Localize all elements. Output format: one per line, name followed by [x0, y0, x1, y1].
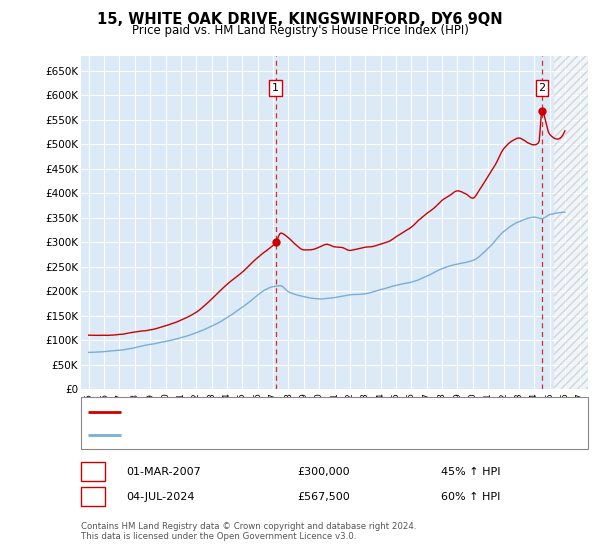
Text: Price paid vs. HM Land Registry's House Price Index (HPI): Price paid vs. HM Land Registry's House … [131, 24, 469, 37]
Text: 15, WHITE OAK DRIVE, KINGSWINFORD, DY6 9QN: 15, WHITE OAK DRIVE, KINGSWINFORD, DY6 9… [97, 12, 503, 27]
Text: 01-MAR-2007: 01-MAR-2007 [126, 466, 201, 477]
Text: 04-JUL-2024: 04-JUL-2024 [126, 492, 194, 502]
Text: 60% ↑ HPI: 60% ↑ HPI [441, 492, 500, 502]
Text: 2: 2 [538, 83, 545, 93]
Text: 15, WHITE OAK DRIVE, KINGSWINFORD, DY6 9QN (detached house): 15, WHITE OAK DRIVE, KINGSWINFORD, DY6 9… [126, 407, 476, 417]
Text: 1: 1 [89, 465, 97, 478]
Text: 45% ↑ HPI: 45% ↑ HPI [441, 466, 500, 477]
Bar [554, 56, 588, 389]
Text: £567,500: £567,500 [297, 492, 350, 502]
Text: 1: 1 [272, 83, 279, 93]
Text: Contains HM Land Registry data © Crown copyright and database right 2024.
This d: Contains HM Land Registry data © Crown c… [81, 522, 416, 542]
Text: 2: 2 [89, 490, 97, 503]
Text: £300,000: £300,000 [297, 466, 350, 477]
Text: HPI: Average price, detached house, Dudley: HPI: Average price, detached house, Dudl… [126, 430, 356, 440]
